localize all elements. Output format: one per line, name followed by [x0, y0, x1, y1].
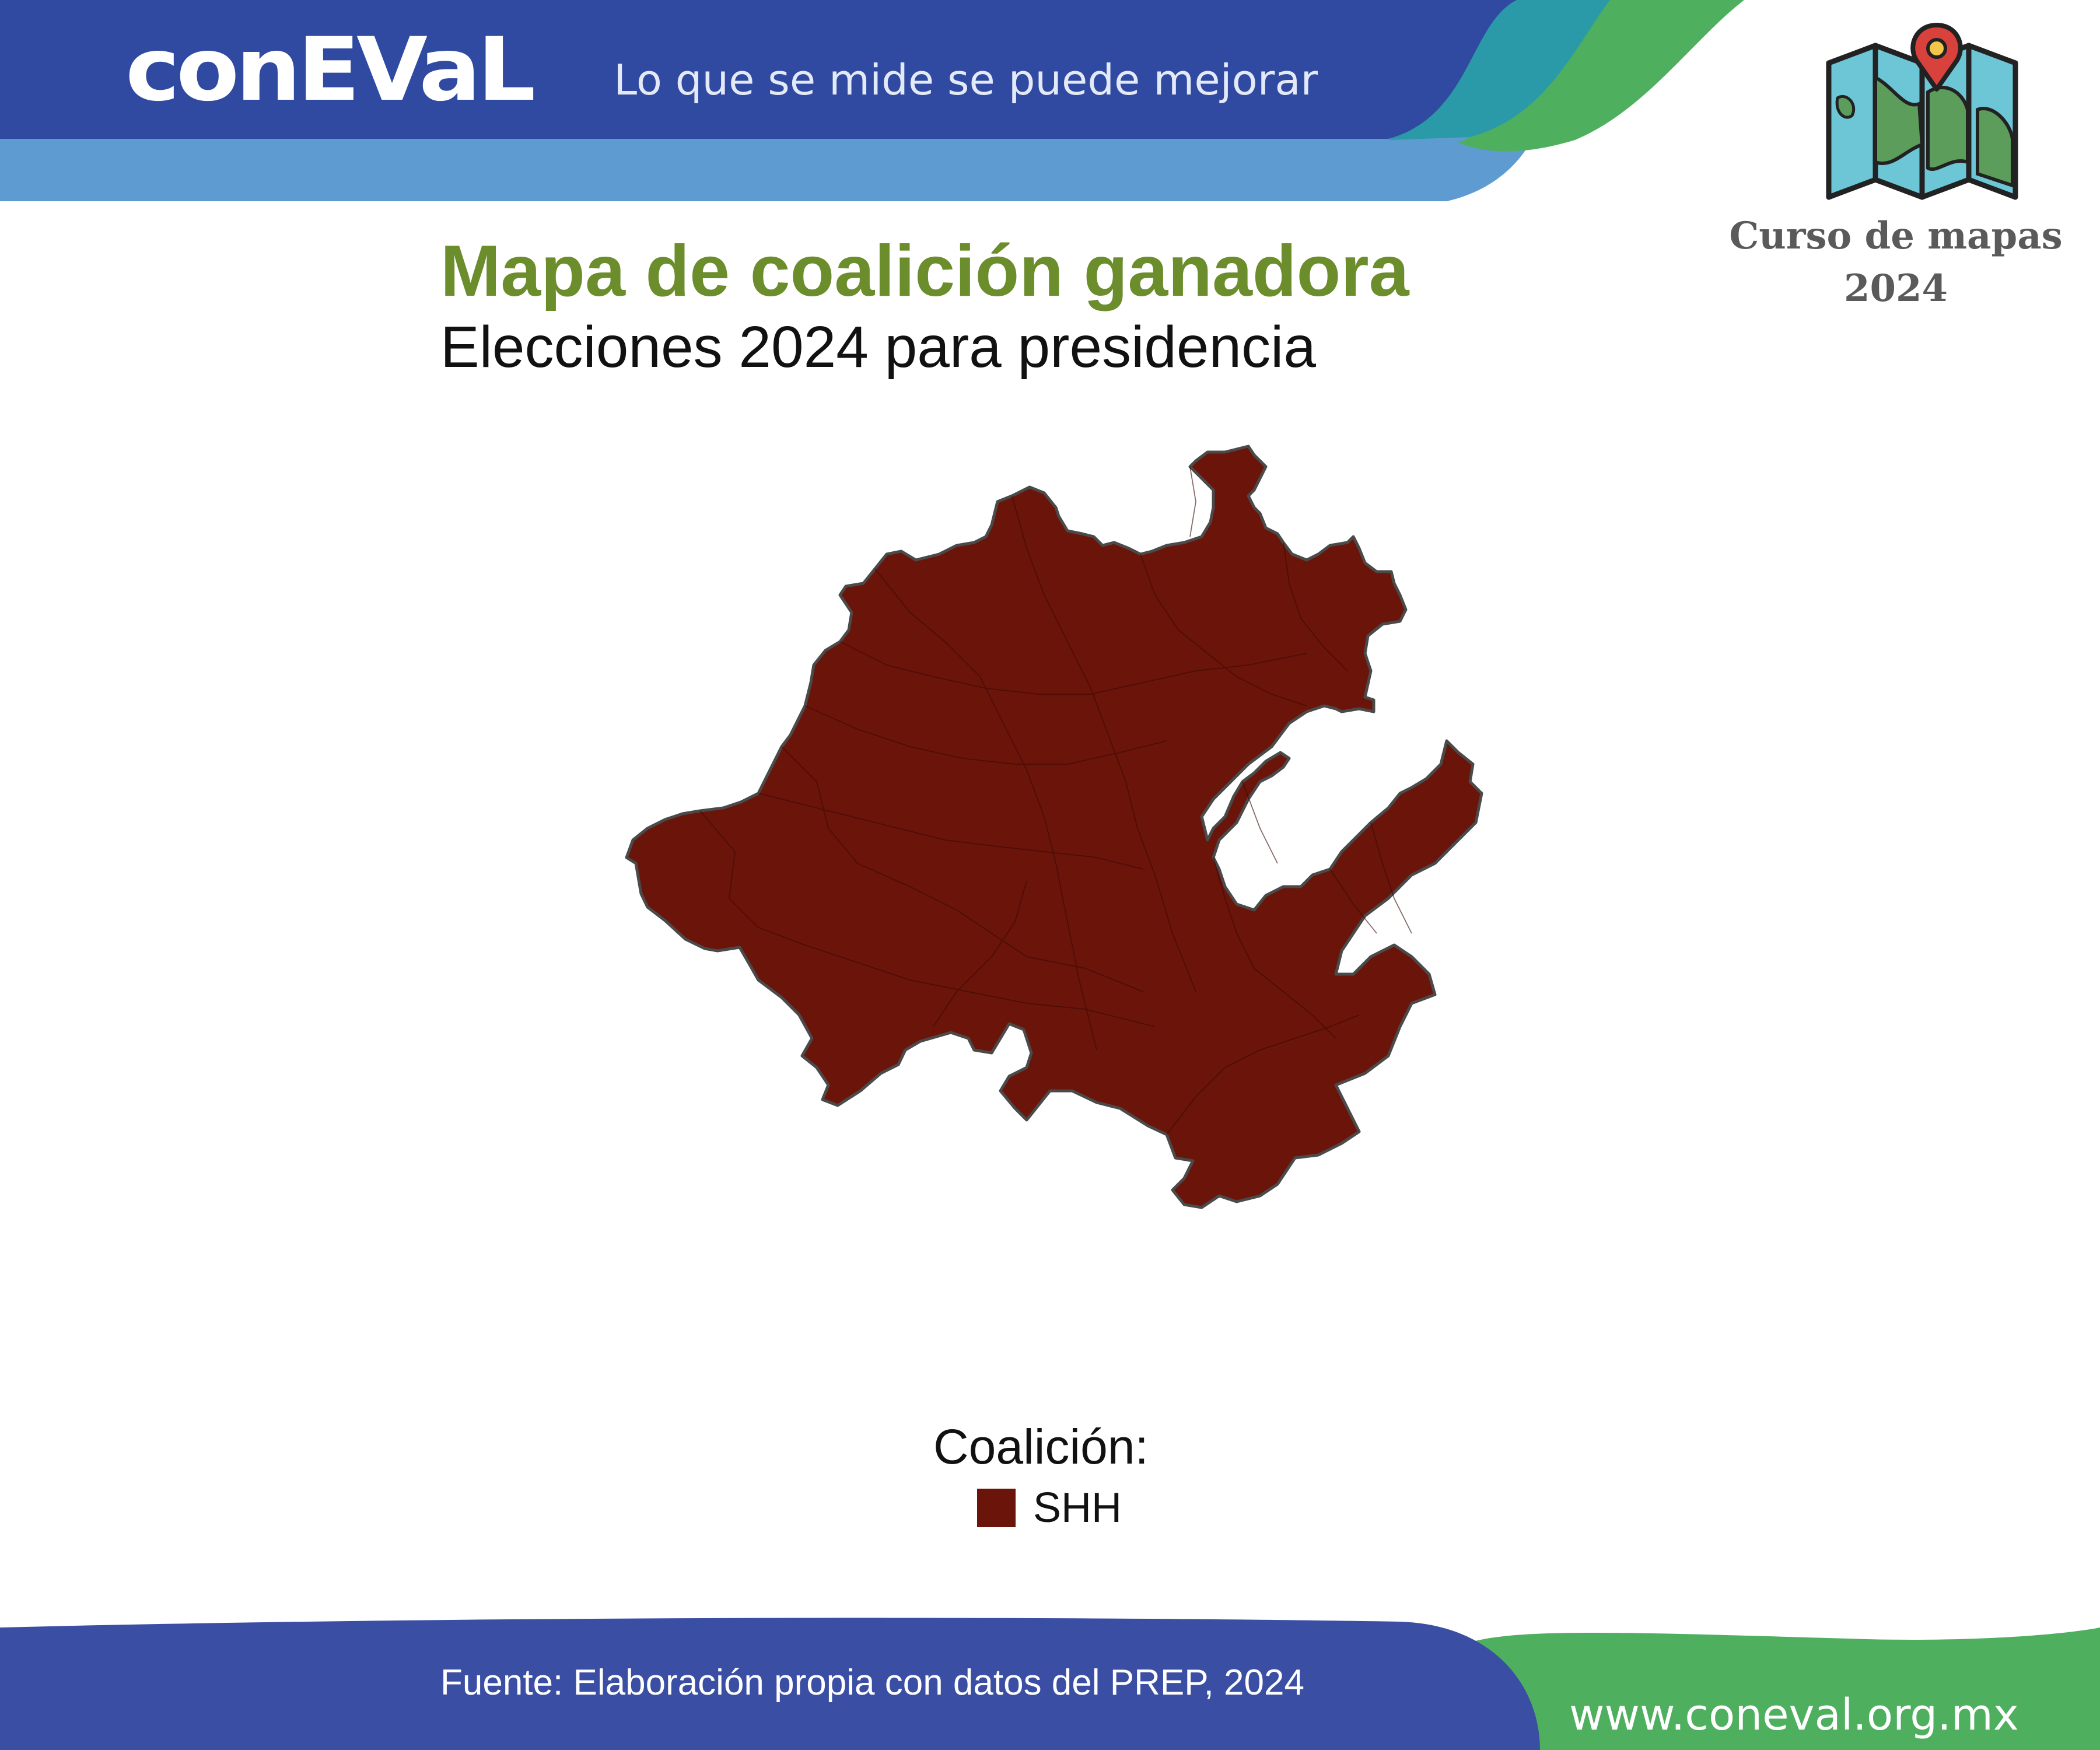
course-label: Curso de mapas 2024	[1729, 214, 2063, 310]
page-subtitle: Elecciones 2024 para presidencia	[440, 314, 1316, 380]
header-banner	[0, 0, 1744, 201]
legend-swatch	[977, 1489, 1016, 1527]
header-dark-band	[0, 0, 1517, 139]
legend-label: SHH	[1033, 1485, 1122, 1531]
header-teal-swoosh	[1388, 0, 1610, 140]
footer-green-band	[1447, 1628, 2100, 1750]
footer-blue-band	[0, 1618, 1540, 1750]
state-outline-hidalgo[interactable]	[625, 444, 1483, 1209]
folded-map-pin-icon	[1826, 23, 2018, 200]
municipal-borders	[699, 466, 1412, 1135]
footer-banner	[0, 1618, 2100, 1750]
website-link[interactable]: www.coneval.org.mx	[1569, 1690, 2019, 1740]
header-tagline: Lo que se mide se puede mejorar	[614, 55, 1318, 104]
choropleth-map-hidalgo[interactable]	[583, 420, 1517, 1353]
coneval-logo[interactable]: conEVaL	[125, 19, 536, 121]
source-note: Fuente: Elaboración propia con datos del…	[440, 1662, 1304, 1703]
legend-title: Coalición:	[933, 1419, 1149, 1474]
page-title: Mapa de coalición ganadora	[440, 231, 1409, 312]
legend-item: SHH	[977, 1482, 1122, 1534]
